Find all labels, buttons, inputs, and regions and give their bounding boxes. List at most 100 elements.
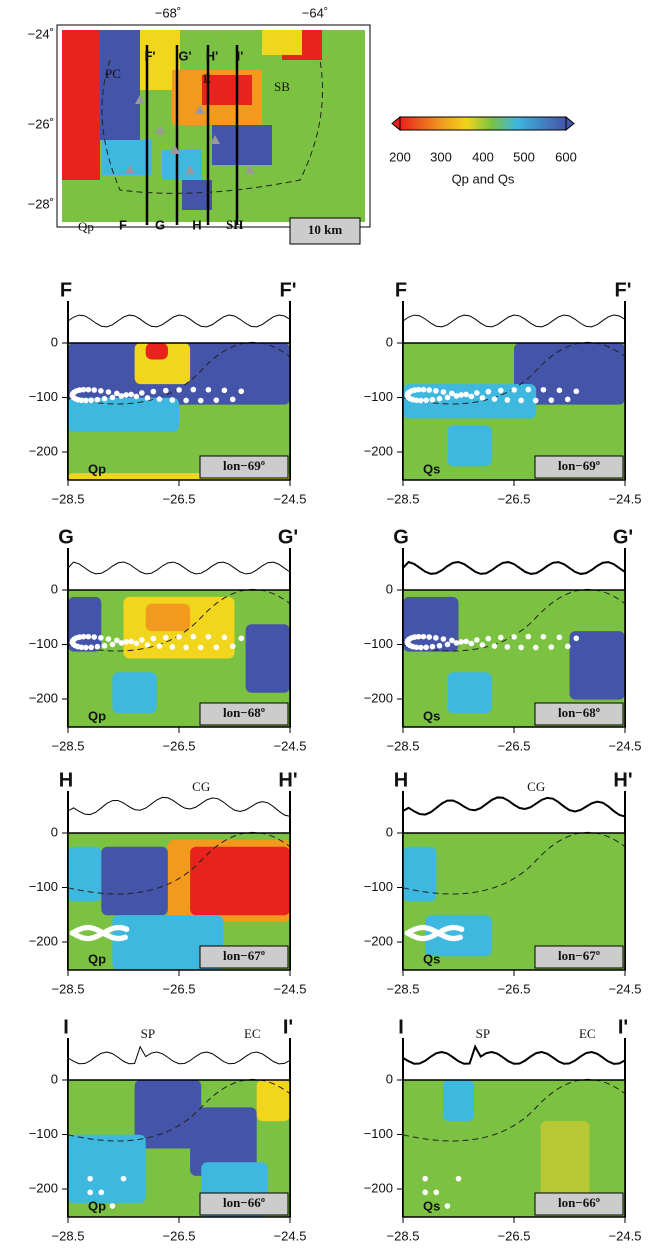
hypocenter bbox=[128, 638, 134, 645]
hypocenter bbox=[433, 388, 439, 394]
map-cell bbox=[202, 75, 252, 105]
topography bbox=[402, 560, 626, 575]
hypocenter bbox=[229, 643, 236, 650]
velocity-cell bbox=[245, 624, 290, 693]
panel-tag: lon−66º bbox=[558, 1195, 600, 1210]
section-end: H' bbox=[613, 769, 632, 791]
hypocenter bbox=[150, 635, 157, 642]
hypocenter bbox=[436, 395, 443, 402]
hypocenter bbox=[85, 633, 92, 640]
colorbar-tick: 400 bbox=[472, 149, 494, 164]
panel-tag-box bbox=[534, 455, 624, 479]
hypocenter bbox=[88, 397, 94, 404]
hypocenter bbox=[468, 640, 475, 647]
hypocenter bbox=[423, 644, 429, 651]
section-annotation: SP bbox=[476, 1026, 490, 1041]
section-start: F bbox=[60, 279, 72, 301]
hypocenter bbox=[548, 397, 555, 403]
lat-tick-label: −24.5 bbox=[274, 1228, 307, 1243]
hypocenter bbox=[518, 397, 524, 404]
hypocenter bbox=[162, 387, 169, 394]
hypocenter bbox=[468, 393, 475, 400]
hypocenter bbox=[123, 392, 129, 398]
lat-tick-label: −28.5 bbox=[387, 738, 420, 753]
hypocenter bbox=[497, 634, 504, 641]
hypocenter bbox=[453, 640, 460, 646]
hypocenter bbox=[449, 390, 455, 397]
lat-tick-label: −26.5 bbox=[498, 1228, 531, 1243]
hypocenter bbox=[415, 386, 422, 393]
hypocenter bbox=[94, 643, 101, 650]
hypocenter bbox=[91, 634, 97, 640]
hypocenter bbox=[485, 388, 492, 395]
hypocenter bbox=[213, 397, 220, 403]
lat-tick-label: −24.5 bbox=[609, 491, 642, 506]
lat-tick-label: −24.5 bbox=[274, 491, 307, 506]
hypocenter bbox=[118, 640, 125, 646]
velocity-cell bbox=[68, 846, 102, 902]
depth-tick-label: −200 bbox=[29, 443, 58, 458]
hypocenter bbox=[128, 391, 134, 398]
hypocenter bbox=[114, 637, 120, 644]
hypocenter bbox=[479, 642, 486, 648]
hypocenter bbox=[88, 644, 94, 651]
hypocenter bbox=[80, 633, 87, 640]
hypocenter bbox=[532, 397, 539, 404]
hypocenter bbox=[221, 634, 228, 641]
hypocenter bbox=[458, 926, 465, 933]
depth-tick-label: −100 bbox=[364, 636, 393, 651]
lat-tick-label: −26.5 bbox=[163, 491, 196, 506]
hypocenter bbox=[118, 393, 125, 399]
hypocenter bbox=[436, 642, 443, 649]
lat-label: −24˚ bbox=[28, 26, 54, 41]
hypocenter bbox=[504, 644, 511, 650]
section-end: F' bbox=[280, 279, 297, 301]
hypocenter bbox=[573, 635, 580, 642]
section-end: H' bbox=[278, 769, 297, 791]
lat-tick-label: −24.5 bbox=[274, 981, 307, 996]
place-label: PC bbox=[105, 66, 121, 81]
hypocenter bbox=[197, 397, 204, 404]
map-cell bbox=[212, 125, 272, 165]
hypocenter bbox=[422, 1189, 429, 1196]
scale-box bbox=[289, 217, 361, 245]
hypocenter bbox=[183, 644, 189, 651]
hypocenter bbox=[109, 641, 116, 648]
profile-bottom-label: G bbox=[155, 217, 165, 232]
scale-label: 10 km bbox=[308, 222, 342, 237]
depth-tick-label: 0 bbox=[386, 1071, 393, 1086]
topography bbox=[402, 796, 626, 818]
depth-tick-label: −100 bbox=[29, 879, 58, 894]
lat-tick-label: −24.5 bbox=[609, 1228, 642, 1243]
hypocenter bbox=[548, 644, 555, 650]
velocity-cell bbox=[447, 672, 492, 714]
topography bbox=[67, 1045, 291, 1065]
panel-tag: lon−69º bbox=[223, 458, 265, 473]
hypocenter bbox=[85, 386, 92, 393]
hypocenter bbox=[78, 644, 85, 651]
hypocenter bbox=[525, 633, 532, 640]
lat-tick-label: −28.5 bbox=[387, 1228, 420, 1243]
profile-top-label: F' bbox=[144, 48, 155, 63]
section-end: I' bbox=[283, 1016, 293, 1038]
hypocenter bbox=[511, 387, 517, 393]
hypocenter bbox=[433, 635, 439, 641]
hypocenter bbox=[156, 643, 163, 649]
hypocenter bbox=[114, 390, 120, 397]
hypocenter bbox=[190, 386, 197, 393]
hypocenter bbox=[94, 396, 101, 403]
hypocenter bbox=[190, 633, 197, 640]
panel-quantity: Qp bbox=[88, 1198, 106, 1213]
lat-tick-label: −28.5 bbox=[52, 738, 85, 753]
velocity-cell bbox=[68, 397, 179, 433]
depth-tick-label: −200 bbox=[364, 443, 393, 458]
hypocenter bbox=[238, 635, 245, 642]
velocity-cell bbox=[145, 343, 168, 360]
profile-top-label: G' bbox=[178, 48, 191, 63]
hypocenter bbox=[491, 396, 498, 402]
hypocenter bbox=[420, 386, 427, 393]
panel-tag-box bbox=[534, 702, 624, 726]
hypocenter bbox=[109, 394, 116, 401]
hypocenter bbox=[120, 1175, 127, 1182]
section-end: G' bbox=[613, 526, 633, 548]
